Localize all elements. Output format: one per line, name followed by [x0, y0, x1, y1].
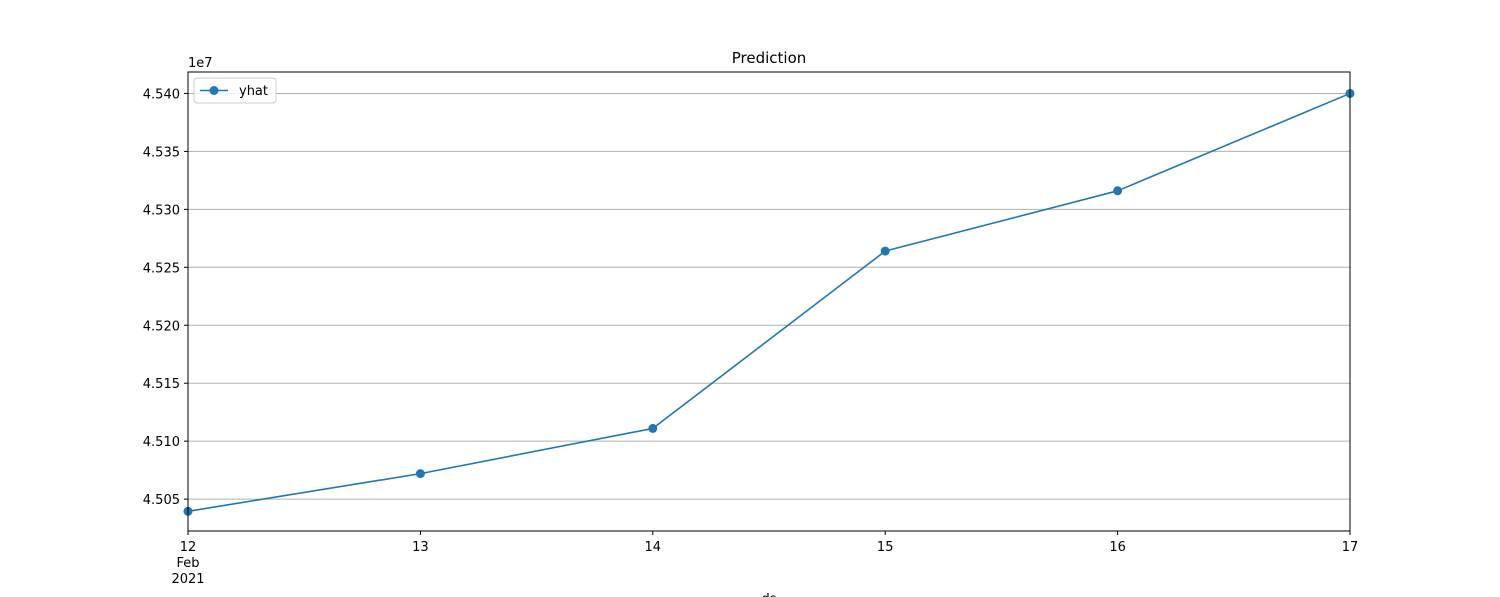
x-tick-label: 16: [1109, 540, 1126, 555]
data-point: [880, 246, 890, 256]
y-tick-label: 4.530: [143, 203, 180, 218]
plot-frame: [187, 71, 1351, 532]
x-tick-label: 13: [412, 540, 429, 555]
data-point: [648, 423, 658, 433]
y-tick-label: 4.515: [143, 377, 180, 392]
x-tick-label: 17: [1342, 540, 1359, 555]
y-tick-label: 4.540: [143, 87, 180, 102]
chart-title: Prediction: [732, 49, 807, 67]
legend-marker-sample: [209, 86, 219, 95]
x-tick-label: 12: [180, 540, 197, 555]
y-axis: 4.505 4.510 4.515 4.520 4.525 4.530 4.535 4.540: [143, 87, 188, 508]
legend: yhat: [193, 77, 277, 104]
x-tick-label: 14: [645, 540, 662, 555]
y-tick-label: 4.535: [143, 145, 180, 160]
y-offset-label: 1e7: [188, 56, 213, 71]
y-tick-label: 4.510: [143, 435, 180, 450]
data-point: [415, 469, 425, 479]
x-tick-label: 2021: [171, 572, 204, 587]
x-tick-label: Feb: [176, 556, 199, 571]
legend-box: [193, 77, 277, 104]
legend-label: yhat: [239, 84, 268, 99]
x-tick-label: 15: [877, 540, 894, 555]
y-tick-label: 4.505: [143, 493, 180, 508]
data-point: [1113, 186, 1123, 196]
series-line-yhat: [187, 92, 1351, 513]
grid-lines: [188, 92, 1350, 500]
y-tick-label: 4.525: [143, 261, 180, 276]
series-layer: [183, 88, 1355, 516]
x-axis-label: ds: [761, 592, 776, 597]
y-tick-label: 4.520: [143, 319, 180, 334]
